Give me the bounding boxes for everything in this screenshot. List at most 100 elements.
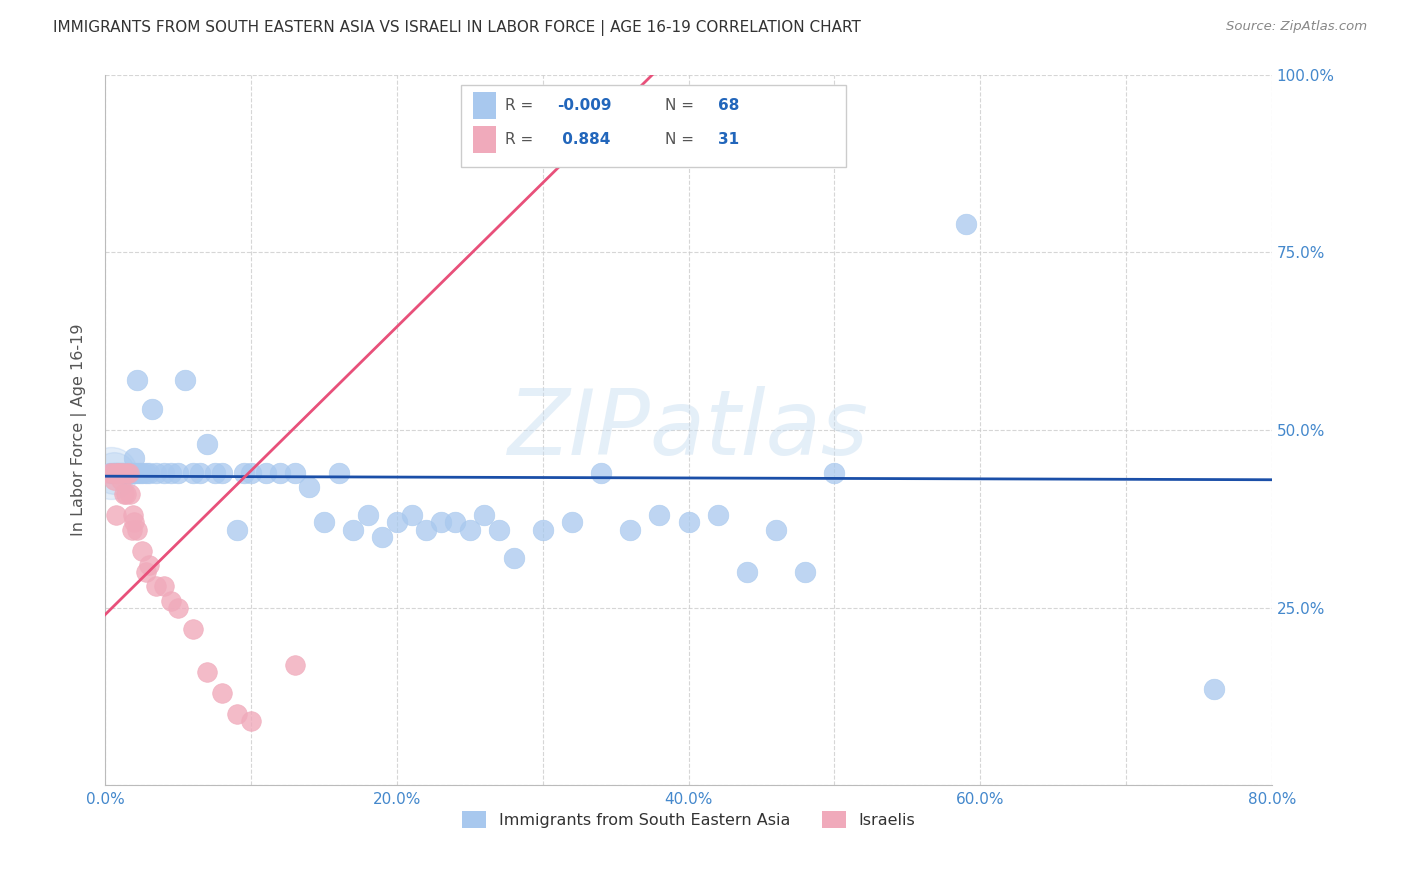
Point xyxy=(114,466,136,480)
Point xyxy=(385,516,408,530)
Point xyxy=(108,466,131,480)
Point xyxy=(105,466,128,480)
Point xyxy=(104,466,127,480)
Point xyxy=(120,466,142,480)
Point xyxy=(298,480,321,494)
Bar xyxy=(472,92,496,119)
Point xyxy=(328,466,350,480)
Point xyxy=(138,466,160,480)
Point xyxy=(240,466,263,480)
Point xyxy=(108,466,131,480)
Point xyxy=(561,516,583,530)
Point xyxy=(474,508,496,523)
Point xyxy=(225,523,247,537)
Point xyxy=(103,473,125,487)
Text: N =: N = xyxy=(665,132,695,146)
Point xyxy=(145,466,167,480)
Point xyxy=(444,516,467,530)
Point xyxy=(415,523,437,537)
Legend: Immigrants from South Eastern Asia, Israelis: Immigrants from South Eastern Asia, Isra… xyxy=(456,805,922,834)
Point xyxy=(401,508,423,523)
Point xyxy=(1202,682,1225,697)
Point xyxy=(127,373,149,387)
Point xyxy=(138,558,160,572)
Point xyxy=(145,579,167,593)
Point xyxy=(120,487,142,501)
Point xyxy=(98,466,121,480)
Point xyxy=(114,487,136,501)
Y-axis label: In Labor Force | Age 16-19: In Labor Force | Age 16-19 xyxy=(72,324,87,536)
Point xyxy=(98,466,121,480)
Point xyxy=(121,523,143,537)
Point xyxy=(121,466,143,480)
Text: IMMIGRANTS FROM SOUTH EASTERN ASIA VS ISRAELI IN LABOR FORCE | AGE 16-19 CORRELA: IMMIGRANTS FROM SOUTH EASTERN ASIA VS IS… xyxy=(53,20,862,36)
Point xyxy=(135,565,157,579)
Point xyxy=(195,665,218,679)
Point xyxy=(128,466,150,480)
Point xyxy=(124,516,146,530)
Point xyxy=(181,466,204,480)
Point xyxy=(502,550,524,565)
Point xyxy=(195,437,218,451)
Point xyxy=(167,466,190,480)
Point xyxy=(141,401,163,416)
Point xyxy=(254,466,277,480)
Point xyxy=(122,508,145,523)
Point xyxy=(160,466,183,480)
Point xyxy=(204,466,226,480)
Text: Source: ZipAtlas.com: Source: ZipAtlas.com xyxy=(1226,20,1367,33)
Point xyxy=(188,466,211,480)
Point xyxy=(211,466,233,480)
Point xyxy=(112,466,135,480)
Point xyxy=(284,657,307,672)
Point xyxy=(284,466,307,480)
Point xyxy=(104,508,127,523)
Point xyxy=(131,466,153,480)
Point xyxy=(152,579,174,593)
Text: N =: N = xyxy=(665,97,695,112)
Point xyxy=(111,466,134,480)
Point xyxy=(357,508,380,523)
Text: 68: 68 xyxy=(717,97,740,112)
Point xyxy=(240,714,263,729)
Point xyxy=(110,473,132,487)
Point xyxy=(488,523,510,537)
Point xyxy=(135,466,157,480)
Point xyxy=(125,466,148,480)
Point xyxy=(127,523,149,537)
Point xyxy=(117,466,139,480)
Point xyxy=(131,544,153,558)
Text: -0.009: -0.009 xyxy=(557,97,612,112)
Point xyxy=(152,466,174,480)
Point xyxy=(312,516,335,530)
Bar xyxy=(472,126,496,153)
Text: 0.884: 0.884 xyxy=(557,132,610,146)
Point xyxy=(115,466,138,480)
Point xyxy=(103,466,125,480)
FancyBboxPatch shape xyxy=(461,85,846,167)
Point xyxy=(706,508,728,523)
Point xyxy=(111,466,134,480)
Point xyxy=(112,487,135,501)
Point xyxy=(955,217,977,231)
Point xyxy=(174,373,197,387)
Point xyxy=(648,508,671,523)
Point xyxy=(117,466,139,480)
Text: R =: R = xyxy=(505,97,538,112)
Point xyxy=(823,466,845,480)
Point xyxy=(105,466,128,480)
Text: R =: R = xyxy=(505,132,538,146)
Point xyxy=(107,466,129,480)
Point xyxy=(619,523,641,537)
Point xyxy=(531,523,554,537)
Point xyxy=(735,565,758,579)
Point xyxy=(269,466,291,480)
Point xyxy=(100,466,122,480)
Point xyxy=(371,530,394,544)
Point xyxy=(458,523,481,537)
Point xyxy=(167,600,190,615)
Point xyxy=(429,516,451,530)
Point xyxy=(591,466,613,480)
Point xyxy=(678,516,700,530)
Point xyxy=(181,622,204,636)
